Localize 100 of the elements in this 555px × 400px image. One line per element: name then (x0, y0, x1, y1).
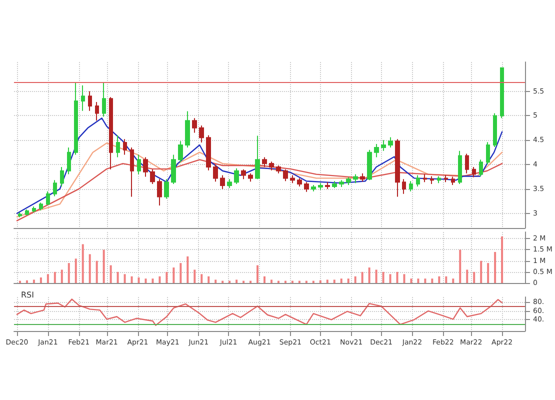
candlestick (500, 67, 504, 119)
candlestick (367, 149, 372, 181)
candlestick (137, 154, 141, 175)
candlestick (18, 212, 22, 218)
candlestick (381, 140, 386, 152)
candlestick (248, 172, 253, 182)
candlestick (157, 178, 162, 206)
candlestick (283, 168, 288, 182)
bar (445, 276, 448, 283)
candlestick (185, 110, 190, 148)
candlestick (164, 178, 169, 200)
line-series (16, 298, 503, 326)
bar (347, 278, 350, 283)
bar (368, 267, 370, 283)
candlestick (95, 102, 99, 122)
bar (54, 272, 56, 283)
bar (194, 270, 196, 283)
bar (88, 254, 91, 283)
candlestick (360, 172, 365, 182)
bar (116, 272, 119, 283)
bar (354, 276, 356, 283)
candlestick (451, 176, 455, 186)
bar (438, 276, 440, 283)
bar (256, 265, 259, 283)
candlestick (269, 161, 274, 171)
line-series (16, 159, 503, 222)
bar (494, 252, 496, 283)
bar (68, 263, 70, 283)
bar (417, 278, 420, 283)
bar (32, 280, 35, 283)
candlestick (39, 202, 43, 211)
candlestick (437, 176, 441, 184)
candlestick (325, 182, 330, 190)
candlestick (255, 135, 260, 180)
bar (180, 263, 182, 283)
candlestick (227, 178, 232, 188)
bar (110, 265, 112, 283)
candlestick (171, 154, 176, 185)
bar (96, 260, 98, 283)
bar (340, 278, 342, 283)
candlestick (67, 146, 71, 175)
candlestick (297, 178, 302, 187)
bar (200, 274, 203, 283)
candlestick (479, 159, 483, 177)
bar (487, 263, 490, 283)
bar (46, 274, 49, 283)
bar (172, 267, 175, 283)
bar (186, 256, 189, 283)
candlestick (32, 206, 36, 213)
bar (158, 276, 161, 283)
line-series (16, 142, 503, 218)
bar (236, 280, 238, 283)
bar (466, 270, 468, 283)
bar (152, 278, 154, 283)
candlestick (304, 182, 309, 192)
bar (166, 272, 168, 283)
candlestick (123, 138, 127, 156)
candlestick (192, 118, 197, 134)
candlestick (430, 176, 434, 185)
candlestick (332, 180, 337, 188)
candlestick (178, 140, 183, 163)
candlestick (318, 182, 323, 190)
bar (382, 272, 384, 283)
candlestick (458, 150, 462, 185)
bar (473, 272, 476, 283)
candlestick (290, 174, 295, 184)
candlestick (346, 176, 351, 186)
candlestick (276, 165, 281, 174)
bar (82, 244, 84, 283)
bar (326, 280, 328, 283)
bar (375, 270, 378, 283)
candlestick (116, 134, 120, 158)
candlestick (465, 153, 469, 174)
bar (270, 280, 272, 283)
line-series (16, 118, 503, 214)
candlestick (130, 146, 134, 198)
bar (40, 277, 42, 283)
chart-title: RSI (21, 290, 34, 300)
candlestick (109, 96, 113, 170)
bar (319, 280, 322, 283)
bar (208, 276, 210, 283)
candlestick (220, 174, 225, 190)
bar (452, 278, 454, 283)
candlestick (262, 156, 267, 168)
bar (130, 276, 133, 283)
bar (361, 272, 364, 283)
bar (26, 280, 28, 283)
candlestick (486, 142, 490, 166)
candlestick (409, 180, 413, 192)
bar (333, 280, 336, 283)
bar (389, 274, 392, 283)
candlestick (402, 178, 406, 194)
bar (214, 280, 217, 283)
candlestick (416, 174, 420, 187)
candlestick (143, 156, 148, 178)
candlestick (213, 164, 218, 182)
candlestick (311, 184, 316, 192)
bar (124, 274, 126, 283)
candlestick (60, 166, 64, 187)
candlestick (374, 144, 379, 158)
